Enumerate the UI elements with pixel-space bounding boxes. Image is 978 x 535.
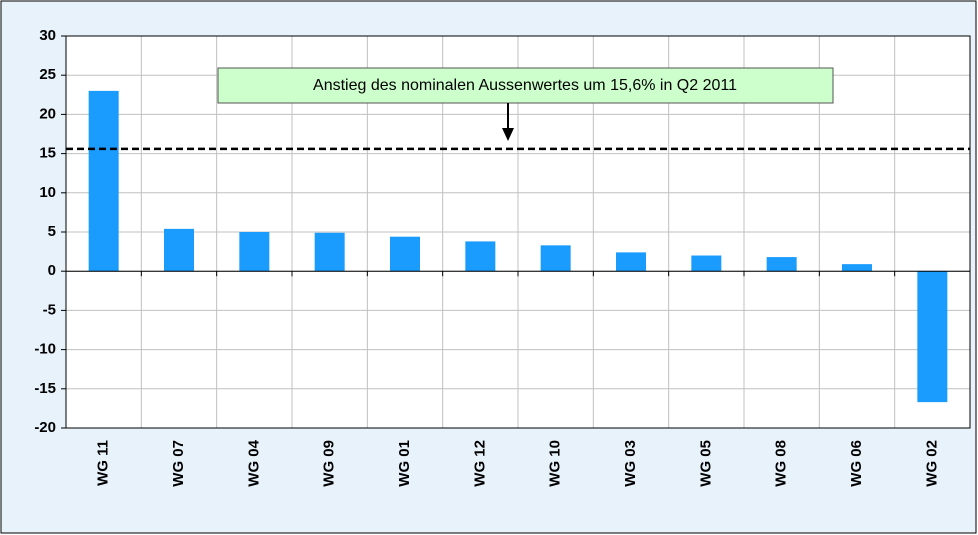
bar: [465, 241, 496, 272]
bar: [616, 252, 646, 272]
bar: [842, 264, 872, 272]
x-tick-label: WG 10: [547, 440, 564, 487]
x-tick-label: WG 05: [697, 440, 714, 487]
y-tick-label: -20: [34, 419, 56, 436]
x-tick-label: WG 07: [170, 440, 187, 487]
bar: [88, 90, 119, 272]
bar: [239, 232, 270, 272]
x-tick-label: WG 03: [622, 440, 639, 487]
bar: [691, 255, 722, 272]
y-tick-label: 25: [39, 66, 56, 83]
x-tick-label: WG 12: [471, 440, 488, 487]
annotation-box: [217, 67, 834, 104]
bar: [766, 257, 797, 272]
annotation: Anstieg des nominalen Aussenwertes um 15…: [313, 77, 737, 94]
bar: [917, 271, 948, 403]
y-tick-label: -5: [43, 301, 56, 318]
bar: [314, 232, 345, 272]
marks: [88, 90, 948, 403]
y-tick-label: -15: [34, 380, 56, 397]
x-tick-label: WG 01: [396, 440, 413, 487]
x-tick-label: WG 04: [245, 439, 262, 486]
y-tick-label: 10: [39, 184, 56, 201]
bar: [390, 236, 420, 272]
x-tick-label: WG 11: [95, 440, 112, 486]
x-tick-label: WG 09: [321, 440, 338, 487]
y-tick-label: 0: [48, 262, 56, 279]
y-tick-label: -10: [34, 341, 56, 358]
x-tick-label: WG 06: [848, 440, 865, 487]
bar: [164, 228, 194, 272]
plot-border: [65, 35, 971, 429]
y-tick-label: 5: [48, 223, 56, 240]
x-tick-label: WG 08: [773, 440, 790, 487]
y-tick-label: 20: [39, 105, 56, 122]
y-tick-label: 30: [39, 27, 56, 44]
bar: [540, 245, 571, 272]
x-tick-label: WG 02: [923, 440, 940, 487]
y-tick-label: 15: [39, 145, 56, 162]
annotation-arrowhead: [502, 128, 514, 141]
